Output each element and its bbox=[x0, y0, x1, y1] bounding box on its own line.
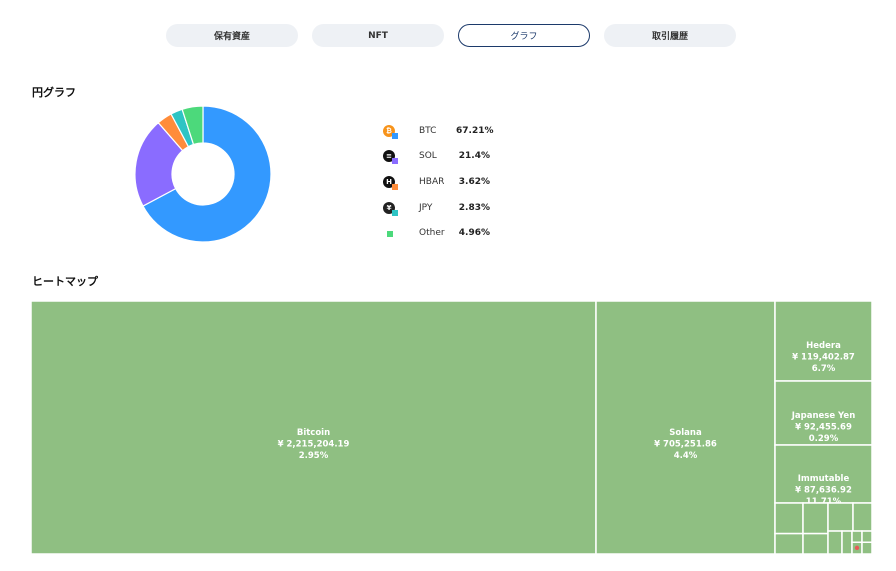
coin-glyph: ≡ bbox=[386, 152, 392, 161]
tile-label: 0.29% bbox=[809, 434, 839, 444]
tile-label: Bitcoin bbox=[297, 428, 330, 438]
pie-chart-title: 円グラフ bbox=[32, 86, 76, 99]
tile-label: ¥ 705,251.86 bbox=[654, 440, 717, 450]
legend-percentage: 21.4% bbox=[458, 151, 490, 162]
heatmap-treemap: Bitcoin ¥ 2,215,204.192.95% Solana ¥ 705,25… bbox=[31, 301, 872, 554]
tile-label: Immutable bbox=[798, 474, 850, 484]
coin-glyph: ₿ bbox=[386, 126, 392, 135]
heatmap-title: ヒートマップ bbox=[32, 275, 98, 288]
coin-glyph: ¥ bbox=[386, 203, 392, 212]
legend-label: JPY bbox=[419, 202, 433, 213]
tile-label: 2.95% bbox=[299, 451, 329, 461]
legend-item-sol: ≡ SOL 21.4% bbox=[383, 144, 490, 170]
tile-small-asset[interactable] bbox=[827, 502, 854, 532]
tile-label: ¥ 119,402.87 bbox=[792, 353, 855, 363]
tab-nft[interactable]: NFT bbox=[312, 24, 444, 47]
legend-item-other: Other 4.96% bbox=[383, 220, 490, 246]
tile-label: ¥ 92,455.69 bbox=[795, 423, 852, 433]
legend-label: SOL bbox=[419, 151, 437, 162]
tile-small-asset[interactable] bbox=[774, 502, 804, 535]
tile-small-asset[interactable] bbox=[852, 502, 872, 532]
legend-label: BTC bbox=[419, 125, 437, 136]
tile-label: Solana bbox=[669, 428, 702, 438]
pie-legend: ₿ BTC 67.21% ≡ SOL 21.4% H HBAR 3.62% ¥ JPY 2.83% Ot… bbox=[383, 118, 494, 246]
tile-label: 4.4% bbox=[674, 451, 698, 461]
donut-slice-btc[interactable] bbox=[142, 105, 272, 243]
tile-label: Hedera bbox=[806, 341, 841, 351]
tab-holdings[interactable]: 保有資産 bbox=[166, 24, 298, 47]
legend-color-swatch bbox=[392, 132, 398, 139]
tile-japanese-yen[interactable]: Japanese Yen ¥ 92,455.690.29% bbox=[774, 380, 872, 446]
tile-small-asset[interactable] bbox=[851, 530, 863, 544]
tile-label: ¥ 87,636.92 bbox=[795, 486, 852, 496]
tab-bar: 保有資産 NFT グラフ 取引履歴 bbox=[166, 24, 736, 47]
coin-glyph: H bbox=[386, 177, 392, 186]
solana-icon: ≡ bbox=[383, 150, 398, 165]
tile-small-asset[interactable] bbox=[827, 530, 843, 554]
legend-color-swatch bbox=[392, 158, 398, 165]
donut-slice-other[interactable] bbox=[181, 105, 204, 146]
tile-bitcoin[interactable]: Bitcoin ¥ 2,215,204.192.95% bbox=[31, 301, 597, 554]
tile-label: Japanese Yen bbox=[791, 411, 856, 421]
legend-color-swatch bbox=[392, 183, 398, 190]
yen-icon: ¥ bbox=[383, 201, 398, 216]
tab-transaction-history[interactable]: 取引履歴 bbox=[604, 24, 736, 47]
donut-chart bbox=[134, 105, 272, 243]
legend-percentage: 3.62% bbox=[458, 176, 490, 187]
legend-color-swatch bbox=[392, 209, 398, 216]
bitcoin-icon: ₿ bbox=[383, 124, 398, 139]
tile-small-asset[interactable] bbox=[861, 541, 872, 554]
legend-label: HBAR bbox=[419, 176, 445, 187]
tile-small-asset[interactable] bbox=[802, 532, 829, 554]
legend-item-btc: ₿ BTC 67.21% bbox=[383, 118, 494, 144]
tile-small-asset[interactable] bbox=[774, 532, 804, 554]
legend-color-swatch bbox=[387, 231, 393, 238]
tile-label: ¥ 2,215,204.19 bbox=[278, 440, 350, 450]
tile-hedera[interactable]: Hedera ¥ 119,402.876.7% bbox=[774, 301, 872, 382]
legend-label: Other bbox=[419, 228, 445, 239]
tab-graph[interactable]: グラフ bbox=[458, 24, 590, 47]
legend-item-jpy: ¥ JPY 2.83% bbox=[383, 195, 490, 221]
tile-small-asset[interactable] bbox=[841, 530, 853, 554]
tile-negative-marker bbox=[854, 545, 860, 551]
donut-slice-sol[interactable] bbox=[134, 121, 184, 207]
tile-label: 6.7% bbox=[812, 364, 836, 374]
legend-item-hbar: H HBAR 3.62% bbox=[383, 169, 490, 195]
other-icon bbox=[383, 227, 395, 239]
legend-percentage: 4.96% bbox=[458, 228, 490, 239]
tile-solana[interactable]: Solana ¥ 705,251.864.4% bbox=[595, 301, 776, 554]
legend-percentage: 2.83% bbox=[458, 202, 490, 213]
legend-percentage: 67.21% bbox=[456, 125, 494, 136]
tile-small-asset[interactable] bbox=[861, 530, 872, 544]
hedera-icon: H bbox=[383, 175, 398, 190]
tile-label: 11.71% bbox=[806, 497, 842, 507]
tile-small-asset[interactable] bbox=[802, 502, 829, 535]
